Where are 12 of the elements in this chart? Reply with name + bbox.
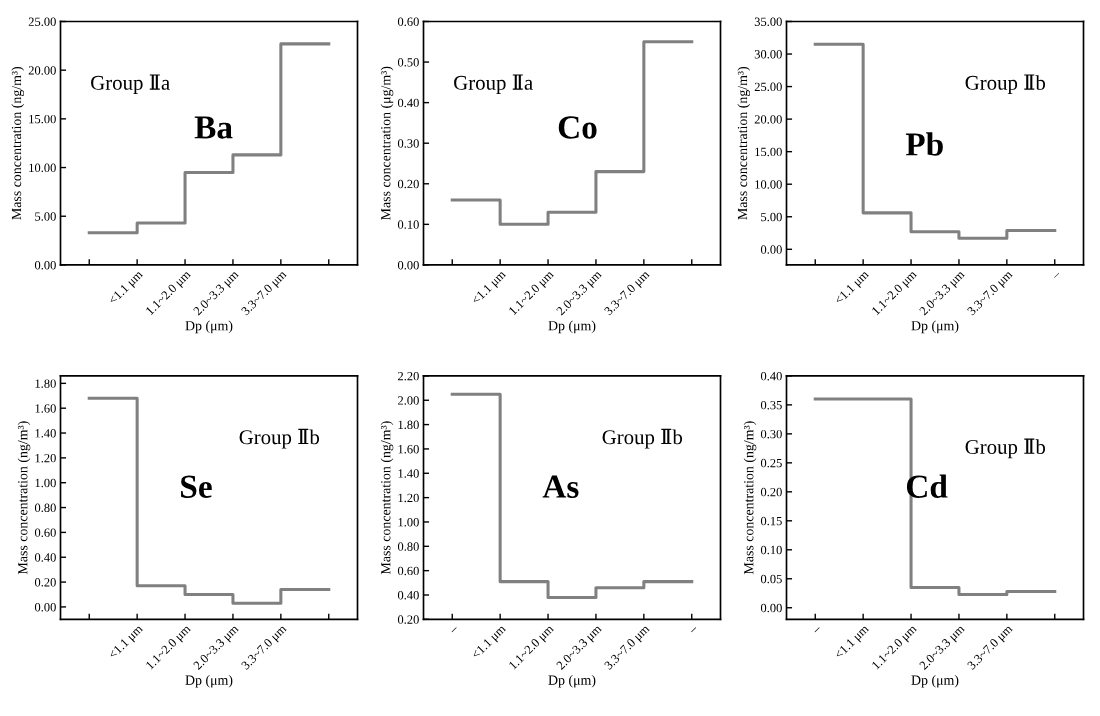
annotation: Ba [194, 116, 233, 139]
annotation: Co [558, 116, 597, 139]
annotation: Pb [905, 132, 943, 156]
annotation: Group Ⅱa [91, 74, 170, 95]
annotation: Group Ⅱa [454, 74, 533, 95]
annotation: Group Ⅱb [965, 438, 1046, 459]
annotation: As [542, 475, 579, 498]
annotation: Group Ⅱb [965, 74, 1046, 95]
annotation: Se [181, 475, 212, 498]
annotation: Group Ⅱb [602, 428, 683, 449]
annotation: Group Ⅱb [239, 428, 320, 449]
annotation: Cd [906, 474, 948, 498]
